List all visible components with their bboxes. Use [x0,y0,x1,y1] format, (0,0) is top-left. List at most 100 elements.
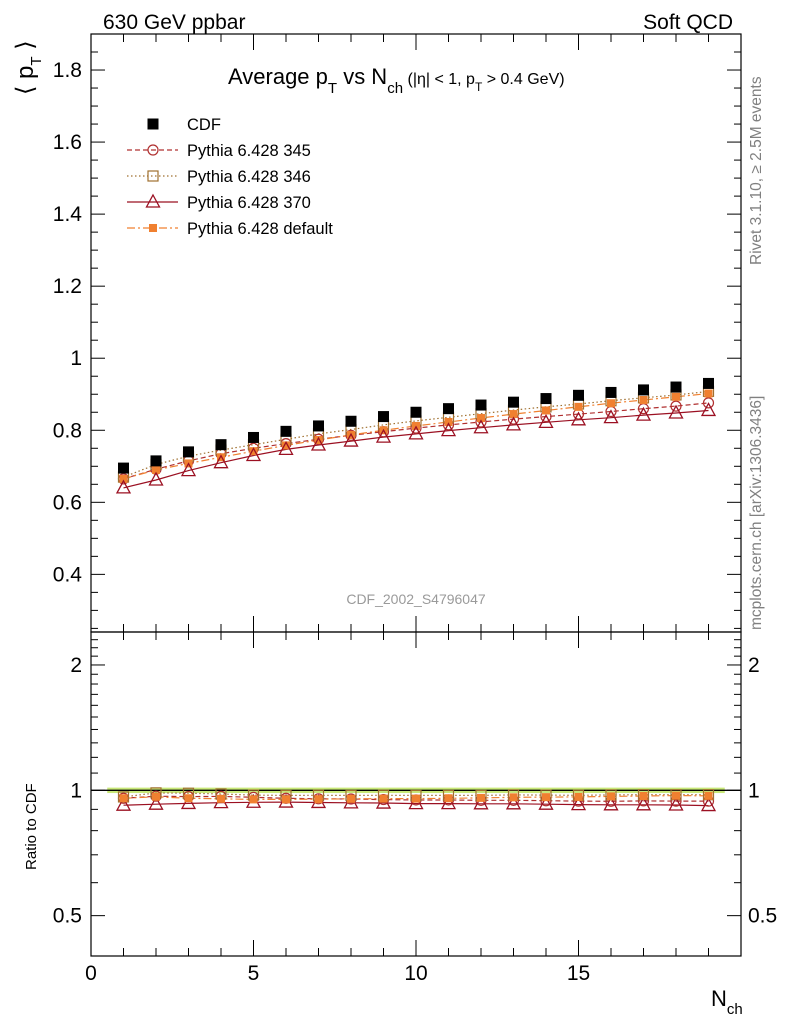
legend-marker [145,193,161,208]
ratio-y-ticks: 0.5 0.5 1 1 2 2 [53,639,777,928]
data-point [538,413,554,428]
data-point [603,409,619,424]
data-point [278,440,294,456]
ratio-point [700,797,717,812]
ratio-point [314,795,323,804]
ratio-point [148,795,164,810]
data-point [314,435,323,444]
ratio-point [440,795,457,810]
data-point [540,393,552,405]
ratio-point [282,795,290,804]
ratio-point [639,792,648,801]
legend-label: Pythia 6.428 default [187,220,333,238]
data-point [573,389,584,401]
data-point [183,446,194,458]
data-point [215,439,227,451]
data-point [704,389,713,398]
series-line [123,409,709,489]
ratio-point [505,795,522,810]
legend-marker [149,224,157,232]
legend-marker [147,144,159,156]
data-point [375,428,392,443]
data-point [343,432,359,447]
main-y-ticks: 0.4 0.6 0.8 1 1.2 1.4 1.6 1.8 [53,33,741,629]
data-point [635,406,652,421]
analysis-id: CDF_2002_S4796047 [346,591,486,607]
main-panel: 0.4 0.6 0.8 1 1.2 1.4 1.6 1.8 Average pT vs Nch… [12,33,742,633]
legend-item: Pythia 6.428 default [127,220,333,238]
y-tick-label: 0.6 [53,491,82,514]
legend-item: Pythia 6.428 345 [127,142,311,160]
data-point [345,415,357,427]
ratio-panel: 0.5 0.5 1 1 2 2 Ratio to CDF [23,631,777,957]
ratio-point [379,794,388,803]
data-point [505,416,522,431]
legend-item: CDF [147,116,221,134]
data-point [477,414,485,423]
data-point [574,402,583,411]
ratio-point [347,794,355,803]
data-point [119,474,128,483]
x-axis-label: Nch [711,986,743,1018]
main-series [115,377,717,494]
data-point [702,397,715,409]
ratio-point [184,794,193,803]
mcplots-label: mcplots.cern.ch [arXiv:1306.3436] [748,396,765,630]
legend-label: CDF [187,116,221,134]
ratio-point [180,795,197,810]
y-tick-label: 0.8 [53,419,82,442]
data-point [670,400,682,412]
legend-marker [147,170,159,182]
data-point [152,465,160,474]
x-tick-label: 10 [404,962,427,985]
ratio-y-label: Ratio to CDF [23,783,40,870]
plot-title: Average pT vs Nch (|η| < 1, pT > 0.4 GeV… [228,64,565,97]
data-point [509,410,518,419]
data-point [639,396,648,405]
rivet-version-label: Rivet 3.1.10, ≥ 2.5M events [748,76,765,265]
data-point [668,404,684,419]
data-point [180,462,197,477]
header-right: Soft QCD [643,11,733,34]
ratio-point [119,794,128,803]
data-point [148,471,164,486]
legend-label: Pythia 6.428 346 [187,168,311,186]
data-point [607,399,615,408]
data-point [248,431,259,443]
data-point [700,402,717,417]
data-point [444,417,453,426]
legend-item: Pythia 6.428 370 [127,193,311,212]
y-tick-label: 1.6 [53,131,82,154]
data-point [542,406,550,415]
ratio-point [542,793,550,802]
data-point [282,441,290,450]
ratio-point [570,796,587,811]
data-point [570,411,587,426]
ratio-y-tick-label-left: 2 [70,654,82,677]
y-tick-label: 0.4 [53,563,83,586]
ratio-point [603,796,619,811]
ratio-y-tick-label-right: 0.5 [748,905,777,928]
data-point [473,419,489,434]
ratio-point [672,791,680,800]
ratio-point [249,795,258,804]
ratio-point [152,792,160,801]
ratio-y-tick-label-right: 1 [748,779,760,802]
ratio-y-tick-label-right: 2 [748,654,760,677]
data-point [217,453,225,462]
ratio-point [538,795,554,810]
y-tick-label: 1.2 [53,275,82,298]
data-point [249,447,258,456]
data-point [313,420,324,432]
ratio-point [477,793,485,802]
ratio-point [704,791,713,800]
data-point [440,422,457,437]
ratio-point [412,794,420,803]
data-point [672,392,680,401]
ratio-point [574,792,583,801]
ratio-point [607,792,615,801]
data-point [118,462,129,474]
data-point [213,454,229,469]
x-tick-label: 5 [248,962,260,985]
